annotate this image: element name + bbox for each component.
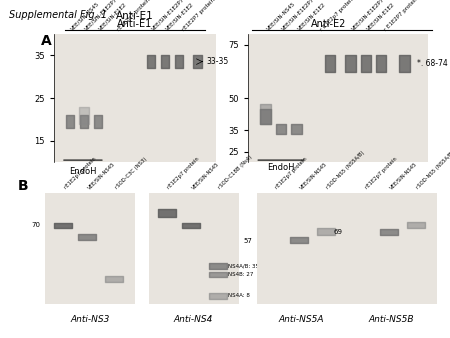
Text: A: A [40,34,51,48]
Text: Supplemental Fig. 1: Supplemental Fig. 1 [9,10,107,20]
Text: Anti-E2: Anti-E2 [311,19,346,29]
Text: rE1E2p7 protein: rE1E2p7 protein [117,0,151,32]
Text: rE1E2p7 protein: rE1E2p7 protein [274,157,308,190]
Text: rE1E2P7 protein: rE1E2P7 protein [181,0,216,32]
Text: VEE/SIN-NS45: VEE/SIN-NS45 [298,161,328,190]
Text: 70: 70 [32,222,40,228]
Text: rSOD-NS5 (NS5A/B): rSOD-NS5 (NS5A/B) [415,150,450,190]
Text: VEE/SIN-NS45: VEE/SIN-NS45 [70,1,101,32]
Text: NS4B: 27: NS4B: 27 [228,272,253,277]
Text: VEE/SIN-E1E2P7: VEE/SIN-E1E2P7 [84,0,119,32]
Text: VEE/SIN-NS45: VEE/SIN-NS45 [190,161,220,190]
Text: r E1E2p7 protein): r E1E2p7 protein) [320,0,357,32]
Text: Anti-E1: Anti-E1 [117,19,153,29]
Text: B: B [18,179,29,193]
Text: VEE/SIN-E1E2: VEE/SIN-E1E2 [366,2,396,32]
Text: EndoH: EndoH [267,163,295,172]
Text: r E1E2P7 protein: r E1E2P7 protein [384,0,420,32]
Text: rE1E2p7 protein: rE1E2p7 protein [166,157,200,190]
Text: *. 68-74: *. 68-74 [417,59,448,68]
Text: 69: 69 [333,229,342,235]
Text: VEE/SIN-NS45: VEE/SIN-NS45 [87,161,117,190]
Text: rSOD-C18B (Ns4): rSOD-C18B (Ns4) [217,155,253,190]
Text: VEE/SIN-NS45: VEE/SIN-NS45 [388,161,418,190]
Text: Anti-NS5B: Anti-NS5B [369,315,414,324]
Text: NS4A: 8: NS4A: 8 [228,293,250,298]
Text: VEE/SIN-E1E2P7: VEE/SIN-E1E2P7 [351,0,385,32]
Text: Anti-NS4: Anti-NS4 [174,315,213,324]
Text: rE1E2p7 protein: rE1E2p7 protein [364,157,398,190]
Text: EndoH: EndoH [69,167,97,175]
Text: VEE/SIN-E1E2: VEE/SIN-E1E2 [98,2,128,32]
Text: Anti-NS5A: Anti-NS5A [279,315,324,324]
Text: VEE/SIN-E1E2P7: VEE/SIN-E1E2P7 [151,0,186,32]
Text: 33-35: 33-35 [207,57,229,66]
Text: rSOD-NS5 (NS5A/B): rSOD-NS5 (NS5A/B) [325,150,365,190]
Text: rE1E2p7 protein: rE1E2p7 protein [63,157,97,190]
Text: VEE/SIN-NS45: VEE/SIN-NS45 [266,1,296,32]
Text: 57: 57 [243,238,252,244]
Text: Anti-E1: Anti-E1 [116,11,154,21]
Text: VEE/SIN-E1E2P7: VEE/SIN-E1E2P7 [281,0,315,32]
Text: Anti-NS3: Anti-NS3 [70,315,110,324]
Text: VEE/SIN-E1E2: VEE/SIN-E1E2 [165,2,195,32]
Text: rSOD-C3C (NS3): rSOD-C3C (NS3) [114,157,148,190]
Text: VEE/SIN-E1E2: VEE/SIN-E1E2 [297,2,326,32]
Text: NS4A/B: 35: NS4A/B: 35 [228,263,259,268]
